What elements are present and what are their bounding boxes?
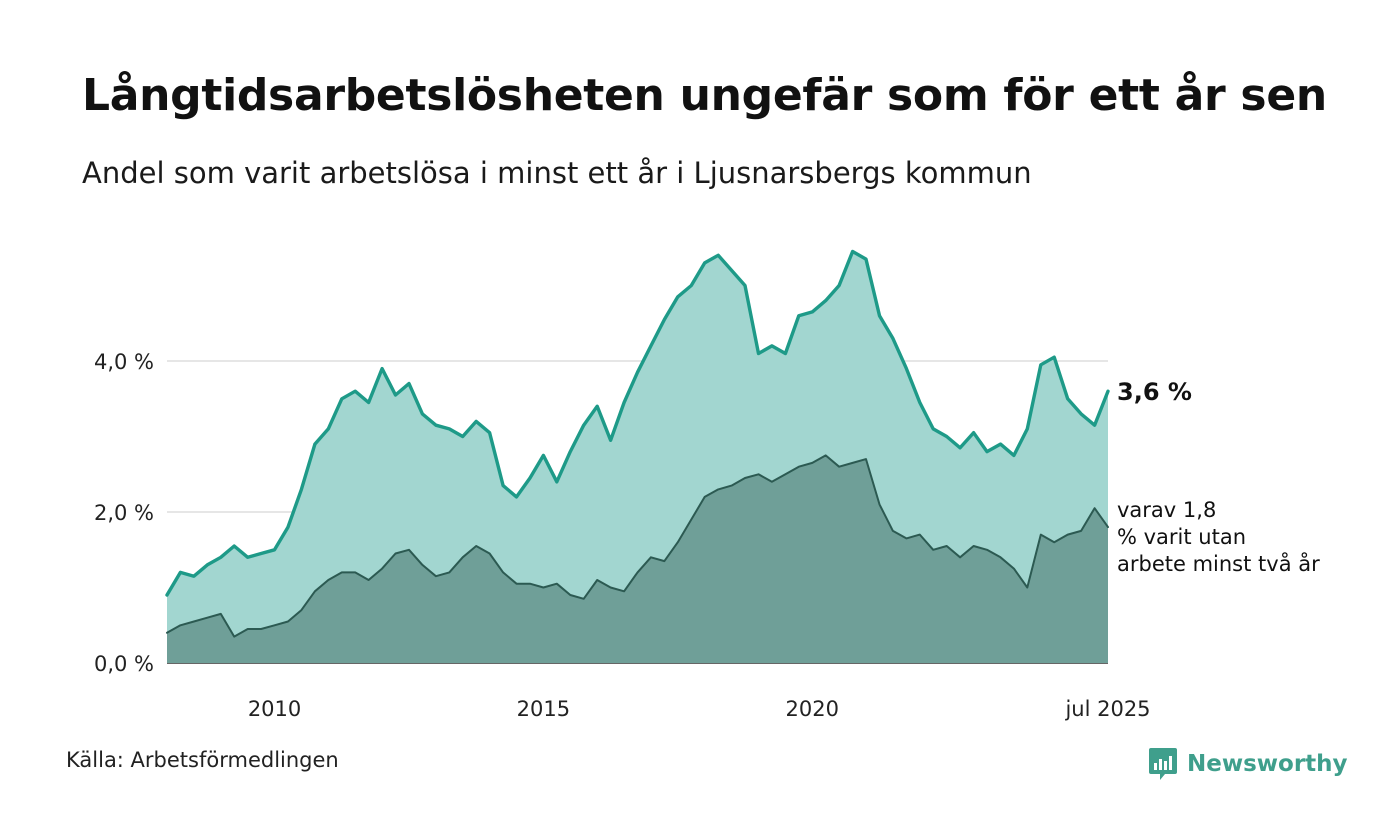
series-labels: 3,6 % varav 1,8% varit utan arbete minst t… (1117, 378, 1320, 576)
series-label-total: 3,6 % (1117, 378, 1192, 406)
series-line-total (165, 249, 1110, 597)
series-line-long (166, 454, 1109, 638)
x-tick-label: 2020 (786, 697, 839, 721)
area-layer (167, 251, 1108, 663)
x-tick-label: 2015 (517, 697, 570, 721)
y-axis-ticks: 0,0 % 2,0 % 4,0 % (94, 350, 154, 676)
y-tick-label: 0,0 % (94, 652, 154, 676)
chart-subtitle: Andel som varit arbetslösa i minst ett å… (82, 156, 1032, 190)
area-long (167, 455, 1108, 663)
chart-title: Långtidsarbetslösheten ungefär som för e… (82, 70, 1327, 121)
x-tick-label: 2010 (248, 697, 301, 721)
x-axis-ticks: 2010 2015 2020 jul 2025 (248, 697, 1151, 721)
y-tick-label: 2,0 % (94, 501, 154, 525)
brand[interactable]: Newsworthy (1148, 744, 1348, 784)
brand-name: Newsworthy (1187, 751, 1348, 777)
source-note: Källa: Arbetsförmedlingen (66, 748, 339, 772)
line-layer (165, 249, 1110, 638)
x-tick-label: jul 2025 (1064, 697, 1150, 721)
series-label-long: varav 1,8% varit utan arbete minst två år (1117, 498, 1320, 576)
newsworthy-logo-icon (1149, 748, 1177, 780)
y-tick-label: 4,0 % (94, 350, 154, 374)
